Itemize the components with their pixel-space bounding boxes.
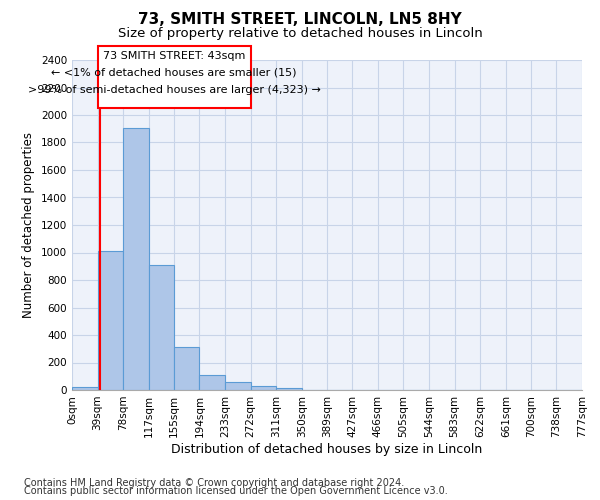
Y-axis label: Number of detached properties: Number of detached properties [22, 132, 35, 318]
Bar [98, 251, 123, 390]
Bar [123, 128, 149, 390]
Text: 73, SMITH STREET, LINCOLN, LN5 8HY: 73, SMITH STREET, LINCOLN, LN5 8HY [138, 12, 462, 28]
Bar [199, 375, 225, 390]
Bar [149, 265, 174, 390]
Text: Contains HM Land Registry data © Crown copyright and database right 2024.: Contains HM Land Registry data © Crown c… [24, 478, 404, 488]
Text: Size of property relative to detached houses in Lincoln: Size of property relative to detached ho… [118, 28, 482, 40]
Bar [276, 388, 302, 390]
X-axis label: Distribution of detached houses by size in Lincoln: Distribution of detached houses by size … [172, 442, 482, 456]
Text: ← <1% of detached houses are smaller (15): ← <1% of detached houses are smaller (15… [52, 68, 297, 78]
Bar [98, 46, 251, 108]
Text: 73 SMITH STREET: 43sqm: 73 SMITH STREET: 43sqm [103, 51, 245, 61]
Bar [225, 382, 251, 390]
Bar [72, 387, 98, 390]
Text: Contains public sector information licensed under the Open Government Licence v3: Contains public sector information licen… [24, 486, 448, 496]
Bar [251, 386, 276, 390]
Text: >99% of semi-detached houses are larger (4,323) →: >99% of semi-detached houses are larger … [28, 85, 320, 95]
Bar [174, 346, 199, 390]
